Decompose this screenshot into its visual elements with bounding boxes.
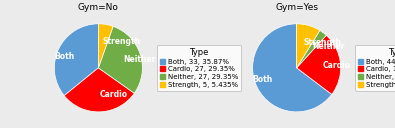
Text: Strength: Strength — [103, 37, 141, 46]
Wedge shape — [297, 24, 320, 68]
Text: Cardio: Cardio — [99, 90, 128, 99]
Wedge shape — [253, 24, 332, 112]
Wedge shape — [297, 30, 326, 68]
Text: Both: Both — [54, 52, 75, 61]
Legend: Both, 33, 35.87%, Cardio, 27, 29.35%, Neither, 27, 29.35%, Strength, 5, 5.435%: Both, 33, 35.87%, Cardio, 27, 29.35%, Ne… — [157, 45, 241, 91]
Wedge shape — [297, 35, 340, 94]
Text: Neither: Neither — [124, 55, 156, 64]
Legend: Both, 44, 64.71%, Cardio, 16, 23.53%, Neither, 2, 2.941%, Strength, 6, 8.824%: Both, 44, 64.71%, Cardio, 16, 23.53%, Ne… — [355, 45, 395, 91]
Text: Neither: Neither — [312, 42, 345, 51]
Text: Cardio: Cardio — [323, 61, 351, 70]
Wedge shape — [98, 24, 113, 68]
Text: Both: Both — [253, 75, 273, 84]
Wedge shape — [64, 68, 134, 112]
Text: Strength: Strength — [304, 38, 342, 47]
Title: Gym=No: Gym=No — [78, 3, 119, 12]
Wedge shape — [98, 26, 142, 93]
Wedge shape — [55, 24, 98, 96]
Title: Gym=Yes: Gym=Yes — [275, 3, 318, 12]
